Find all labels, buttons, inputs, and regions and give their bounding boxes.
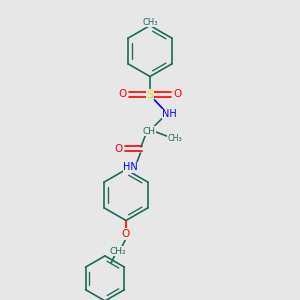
Text: O: O [173, 89, 181, 99]
Text: S: S [146, 89, 154, 100]
Text: O: O [119, 89, 127, 99]
Text: CH: CH [143, 127, 156, 136]
Text: NH: NH [162, 109, 177, 119]
Text: O: O [114, 144, 123, 154]
Text: CH₃: CH₃ [167, 134, 182, 143]
Text: O: O [122, 229, 130, 239]
Text: CH₃: CH₃ [142, 18, 158, 27]
Text: CH₂: CH₂ [109, 247, 126, 256]
Text: HN: HN [123, 162, 138, 172]
